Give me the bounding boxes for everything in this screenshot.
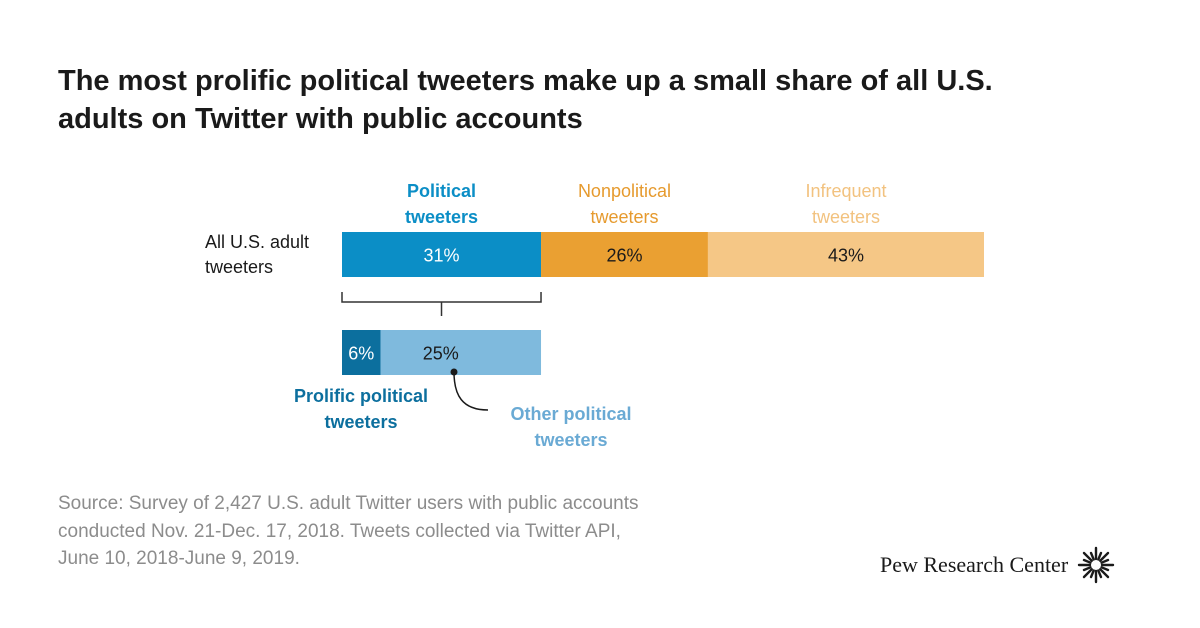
data-label-nonpolitical: 26% xyxy=(606,246,642,266)
source-note: Source: Survey of 2,427 U.S. adult Twitt… xyxy=(58,493,639,569)
legend-political: Political tweeters xyxy=(405,181,478,227)
data-label-political: 31% xyxy=(423,246,459,266)
breakdown-bracket xyxy=(341,292,542,316)
sunburst-ray xyxy=(1082,551,1094,562)
sunburst-ray xyxy=(1089,569,1096,579)
sunburst-ray xyxy=(1082,558,1092,564)
sunburst-ray xyxy=(1089,551,1096,561)
bar-political xyxy=(342,232,542,277)
sunburst-ray xyxy=(1082,566,1092,572)
bar-other_political xyxy=(380,330,542,375)
label-other-political: Other political tweeters xyxy=(510,404,631,450)
bar-infrequent xyxy=(707,232,984,277)
legend-nonpolitical: Nonpolitical tweeters xyxy=(578,181,671,227)
bar-nonpolitical xyxy=(541,232,708,277)
sunburst-ray xyxy=(1100,566,1110,572)
category-label: All U.S. adult tweeters xyxy=(205,232,309,277)
data-label-other_political: 25% xyxy=(423,344,459,364)
sunburst-ray xyxy=(1099,551,1110,562)
sunburst-icon xyxy=(1077,546,1115,584)
legend-infrequent: Infrequent tweeters xyxy=(805,181,886,227)
sunburst-ray xyxy=(1082,568,1094,579)
data-label-prolific: 6% xyxy=(348,344,374,364)
chart-title: The most prolific political tweeters mak… xyxy=(58,65,993,135)
pointer-line xyxy=(453,371,489,411)
brand-name: Pew Research Center xyxy=(880,552,1069,577)
data-label-infrequent: 43% xyxy=(828,246,864,266)
sunburst-ray xyxy=(1099,568,1110,579)
label-prolific: Prolific political tweeters xyxy=(294,386,428,432)
bar-prolific xyxy=(342,330,381,375)
sunburst-ray xyxy=(1097,569,1103,579)
sunburst-ray xyxy=(1100,558,1110,564)
brand-logo: Pew Research Center xyxy=(880,545,1116,585)
sunburst-ray xyxy=(1097,551,1103,561)
